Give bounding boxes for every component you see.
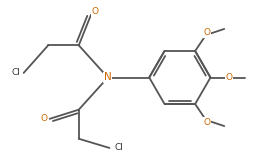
Text: O: O	[204, 28, 211, 37]
Text: Cl: Cl	[11, 68, 20, 77]
Text: O: O	[204, 118, 211, 127]
Text: O: O	[41, 114, 48, 123]
Text: Cl: Cl	[114, 143, 123, 152]
Text: O: O	[225, 73, 232, 82]
Text: N: N	[104, 73, 112, 82]
Text: O: O	[91, 7, 98, 16]
